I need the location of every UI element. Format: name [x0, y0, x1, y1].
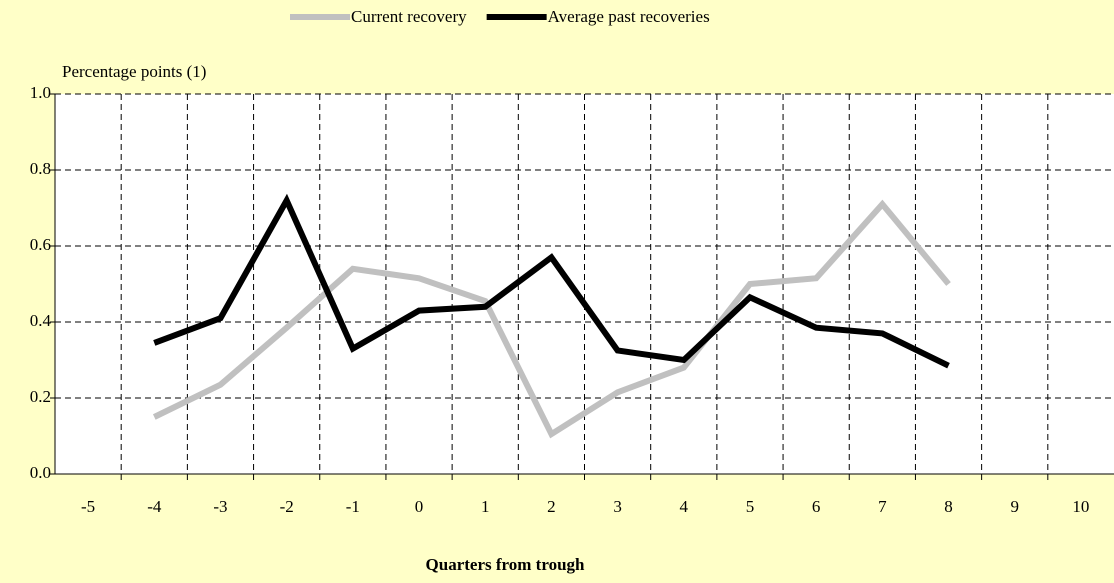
x-tick-label: 9 [1010, 497, 1019, 516]
y-tick-label: 0.0 [30, 463, 51, 482]
y-tick-label: 0.4 [30, 311, 52, 330]
y-tick-label: 0.6 [30, 235, 51, 254]
x-axis-title: Quarters from trough [426, 555, 586, 574]
x-tick-label: -2 [280, 497, 294, 516]
x-tick-label: 10 [1072, 497, 1089, 516]
x-tick-label: 5 [746, 497, 755, 516]
x-tick-label: 4 [680, 497, 689, 516]
x-tick-label: 3 [613, 497, 622, 516]
x-tick-label: 6 [812, 497, 821, 516]
x-tick-label: 1 [481, 497, 490, 516]
x-tick-label: 8 [944, 497, 953, 516]
x-tick-label: -1 [346, 497, 360, 516]
x-tick-label: 0 [415, 497, 424, 516]
legend-label: Current recovery [351, 7, 467, 26]
y-tick-label: 0.2 [30, 387, 51, 406]
legend-label: Average past recoveries [548, 7, 710, 26]
x-tick-label: 2 [547, 497, 556, 516]
series-line [153, 193, 950, 369]
x-tick-label: -3 [213, 497, 227, 516]
series-line [152, 199, 951, 439]
x-tick-label: 7 [878, 497, 887, 516]
y-tick-label: 1.0 [30, 83, 51, 102]
y-tick-label: 0.8 [30, 159, 51, 178]
x-tick-label: -4 [147, 497, 162, 516]
x-tick-label: -5 [81, 497, 95, 516]
y-axis-label: Percentage points (1) [62, 62, 206, 81]
